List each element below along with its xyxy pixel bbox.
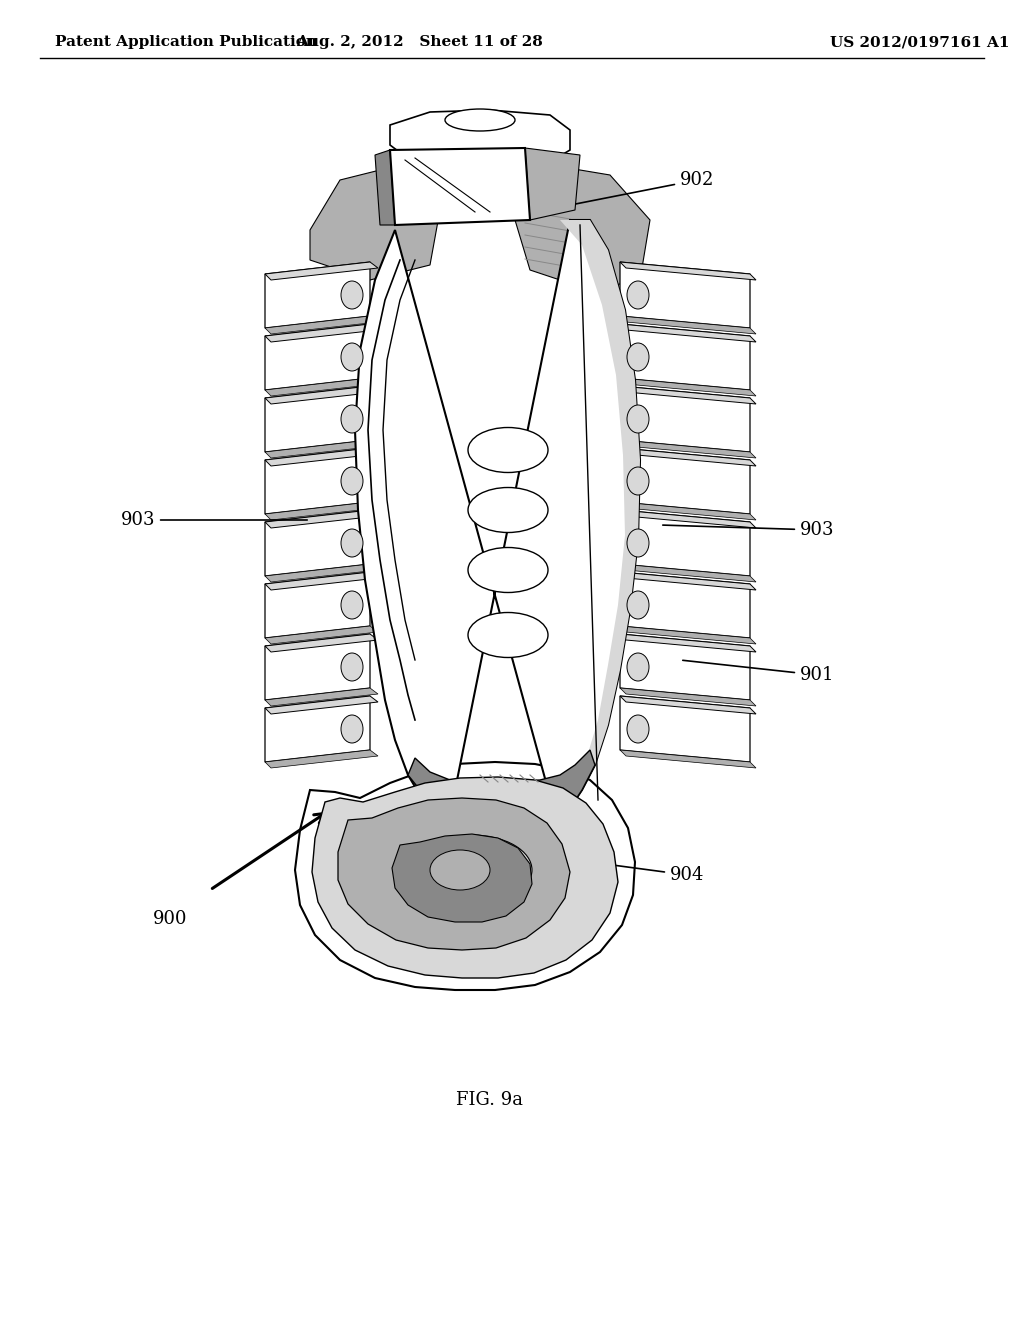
Polygon shape bbox=[620, 634, 750, 700]
Polygon shape bbox=[265, 385, 378, 404]
Polygon shape bbox=[620, 696, 750, 762]
Ellipse shape bbox=[468, 428, 548, 473]
Polygon shape bbox=[620, 323, 756, 342]
Polygon shape bbox=[265, 440, 378, 458]
Polygon shape bbox=[310, 165, 440, 280]
Ellipse shape bbox=[627, 405, 649, 433]
Ellipse shape bbox=[627, 281, 649, 309]
Text: Aug. 2, 2012   Sheet 11 of 28: Aug. 2, 2012 Sheet 11 of 28 bbox=[297, 36, 544, 49]
Ellipse shape bbox=[341, 529, 362, 557]
Ellipse shape bbox=[627, 715, 649, 743]
Polygon shape bbox=[265, 750, 378, 768]
Text: FIG. 9a: FIG. 9a bbox=[457, 1092, 523, 1109]
Ellipse shape bbox=[627, 467, 649, 495]
Polygon shape bbox=[620, 688, 756, 706]
Polygon shape bbox=[265, 385, 370, 451]
Polygon shape bbox=[265, 688, 378, 706]
Polygon shape bbox=[338, 799, 570, 950]
Polygon shape bbox=[620, 385, 750, 451]
Polygon shape bbox=[265, 564, 378, 582]
Polygon shape bbox=[390, 148, 530, 224]
Polygon shape bbox=[355, 220, 640, 814]
Polygon shape bbox=[408, 750, 595, 814]
Ellipse shape bbox=[627, 529, 649, 557]
Polygon shape bbox=[392, 834, 532, 921]
Ellipse shape bbox=[468, 612, 548, 657]
Polygon shape bbox=[375, 150, 395, 224]
Ellipse shape bbox=[627, 591, 649, 619]
Polygon shape bbox=[620, 447, 750, 513]
Polygon shape bbox=[265, 502, 378, 520]
Ellipse shape bbox=[430, 850, 490, 890]
Polygon shape bbox=[620, 696, 756, 714]
Polygon shape bbox=[265, 634, 370, 700]
Polygon shape bbox=[265, 510, 370, 576]
Text: 903: 903 bbox=[663, 521, 835, 539]
Polygon shape bbox=[620, 261, 756, 280]
Polygon shape bbox=[265, 261, 370, 327]
Text: 901: 901 bbox=[683, 660, 835, 684]
Text: 902: 902 bbox=[548, 172, 715, 210]
Polygon shape bbox=[620, 378, 756, 396]
Polygon shape bbox=[620, 261, 750, 327]
Ellipse shape bbox=[412, 836, 532, 906]
Polygon shape bbox=[265, 626, 378, 644]
Polygon shape bbox=[312, 777, 618, 978]
Polygon shape bbox=[265, 323, 378, 342]
Polygon shape bbox=[620, 440, 756, 458]
Polygon shape bbox=[620, 323, 750, 389]
Polygon shape bbox=[265, 447, 370, 513]
Polygon shape bbox=[620, 572, 750, 638]
Ellipse shape bbox=[341, 343, 362, 371]
Ellipse shape bbox=[341, 715, 362, 743]
Polygon shape bbox=[620, 447, 756, 466]
Polygon shape bbox=[265, 572, 378, 590]
Polygon shape bbox=[265, 510, 378, 528]
Ellipse shape bbox=[468, 548, 548, 593]
Ellipse shape bbox=[341, 405, 362, 433]
Polygon shape bbox=[620, 750, 756, 768]
Polygon shape bbox=[265, 378, 378, 396]
Polygon shape bbox=[265, 261, 378, 280]
Ellipse shape bbox=[341, 591, 362, 619]
Ellipse shape bbox=[341, 281, 362, 309]
Polygon shape bbox=[265, 696, 378, 714]
Ellipse shape bbox=[341, 653, 362, 681]
Polygon shape bbox=[620, 385, 756, 404]
Text: US 2012/0197161 A1: US 2012/0197161 A1 bbox=[830, 36, 1010, 49]
Polygon shape bbox=[620, 502, 756, 520]
Ellipse shape bbox=[468, 487, 548, 532]
Polygon shape bbox=[265, 447, 378, 466]
Polygon shape bbox=[620, 510, 756, 528]
Polygon shape bbox=[265, 315, 378, 334]
Polygon shape bbox=[390, 110, 570, 165]
Polygon shape bbox=[265, 696, 370, 762]
Ellipse shape bbox=[445, 110, 515, 131]
Polygon shape bbox=[265, 323, 370, 389]
Polygon shape bbox=[515, 160, 650, 290]
Polygon shape bbox=[525, 148, 580, 220]
Polygon shape bbox=[620, 626, 756, 644]
Polygon shape bbox=[620, 634, 756, 652]
Text: 903: 903 bbox=[121, 511, 307, 529]
Ellipse shape bbox=[627, 653, 649, 681]
Polygon shape bbox=[620, 315, 756, 334]
Text: 900: 900 bbox=[153, 909, 187, 928]
Polygon shape bbox=[552, 220, 640, 814]
Text: Patent Application Publication: Patent Application Publication bbox=[55, 36, 317, 49]
Polygon shape bbox=[620, 572, 756, 590]
Polygon shape bbox=[265, 634, 378, 652]
Polygon shape bbox=[620, 510, 750, 576]
Polygon shape bbox=[295, 762, 635, 990]
Polygon shape bbox=[620, 564, 756, 582]
Ellipse shape bbox=[341, 467, 362, 495]
Text: 904: 904 bbox=[578, 861, 705, 884]
Ellipse shape bbox=[627, 343, 649, 371]
Polygon shape bbox=[265, 572, 370, 638]
